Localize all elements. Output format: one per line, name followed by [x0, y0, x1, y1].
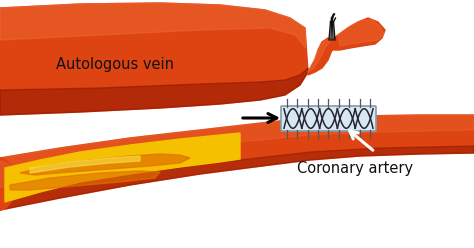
Ellipse shape	[0, 158, 15, 210]
Polygon shape	[0, 115, 474, 210]
Ellipse shape	[0, 161, 12, 187]
Text: Autologous vein: Autologous vein	[56, 58, 174, 72]
Polygon shape	[0, 3, 308, 115]
FancyBboxPatch shape	[281, 106, 376, 131]
Polygon shape	[332, 18, 385, 50]
Polygon shape	[0, 146, 474, 210]
Polygon shape	[5, 133, 240, 202]
Polygon shape	[338, 20, 384, 46]
Polygon shape	[10, 171, 160, 190]
Polygon shape	[0, 3, 306, 48]
Polygon shape	[0, 68, 308, 115]
Polygon shape	[0, 115, 474, 175]
Polygon shape	[308, 38, 332, 75]
Polygon shape	[20, 154, 190, 175]
Polygon shape	[308, 40, 330, 72]
Polygon shape	[30, 156, 140, 173]
Text: Coronary artery: Coronary artery	[297, 160, 413, 176]
